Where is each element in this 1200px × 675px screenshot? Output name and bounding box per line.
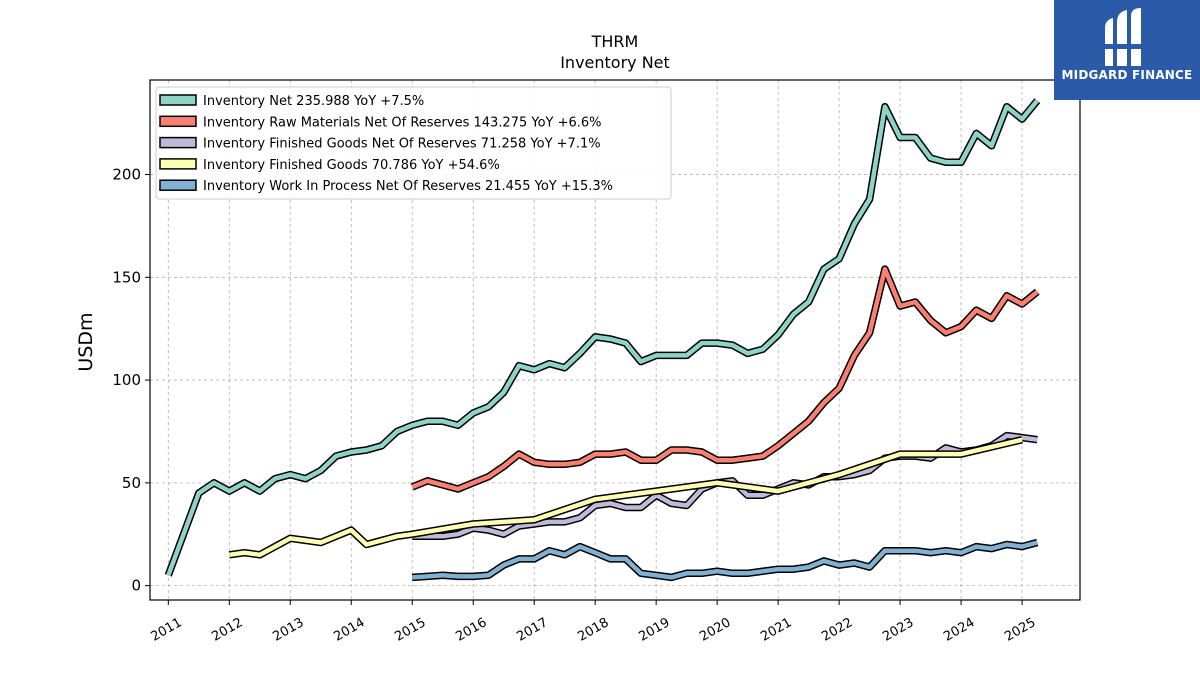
legend-entry: Inventory Net 235.988 YoY +7.5% (203, 94, 424, 109)
x-tick-label: 2024 (941, 615, 977, 645)
series-1 (410, 265, 1040, 493)
y-axis: 0 50 100 150 200 (112, 166, 150, 595)
y-tick-label: 100 (112, 371, 141, 389)
x-tick-label: 2023 (880, 615, 916, 645)
x-tick-label: 2017 (514, 615, 550, 645)
series-layer (164, 98, 1041, 582)
x-tick-label: 2014 (331, 615, 367, 645)
y-tick-label: 200 (112, 166, 141, 184)
midgard-logo-icon (1105, 8, 1141, 66)
legend-box (155, 86, 672, 200)
x-tick-label: 2012 (209, 615, 245, 645)
series-line (166, 99, 1040, 577)
series-4 (411, 538, 1039, 582)
legend-swatch (159, 94, 197, 106)
legend-entry: Inventory Finished Goods Net Of Reserves… (203, 137, 601, 152)
brand-logo: MIDGARD FINANCE (1054, 0, 1200, 100)
y-tick-label: 0 (131, 577, 141, 595)
legend-swatch (159, 179, 197, 191)
y-tick-label: 150 (112, 268, 141, 286)
x-tick-label: 2016 (453, 615, 489, 645)
x-tick-label: 2018 (575, 615, 611, 645)
x-tick-label: 2015 (392, 615, 428, 645)
series-line (228, 437, 1023, 558)
legend-swatch (159, 158, 197, 170)
legend-entry: Inventory Finished Goods 70.786 YoY +54.… (203, 158, 500, 173)
x-tick-label: 2019 (636, 615, 672, 645)
series-3 (228, 436, 1023, 559)
legend-swatch (159, 136, 197, 149)
legend-entry: Inventory Raw Materials Net Of Reserves … (203, 115, 602, 130)
x-tick-label: 2025 (1002, 615, 1038, 645)
y-axis-label: USDm (75, 312, 97, 371)
legend-entry: Inventory Work In Process Net Of Reserve… (203, 179, 613, 194)
logo-text: MIDGARD FINANCE (1061, 68, 1193, 82)
y-tick-label: 50 (122, 474, 141, 492)
legend: Inventory Net 235.988 YoY +7.5% Inventory… (155, 86, 672, 200)
x-tick-label: 2011 (148, 615, 184, 645)
plot-frame (149, 79, 1081, 601)
x-tick-label: 2013 (270, 615, 306, 645)
chart-title: THRM (591, 32, 639, 51)
x-tick-label: 2020 (697, 615, 733, 645)
series-line (412, 540, 1038, 580)
x-tick-label: 2021 (758, 615, 794, 645)
series-line (411, 266, 1039, 492)
x-axis: 2011 2012 2013 2014 2015 2016 2017 2018 2019 2020… (148, 600, 1038, 645)
series-0 (164, 98, 1041, 577)
x-tick-label: 2022 (819, 615, 855, 645)
legend-swatch (159, 115, 197, 128)
chart-subtitle: Inventory Net (560, 53, 670, 72)
